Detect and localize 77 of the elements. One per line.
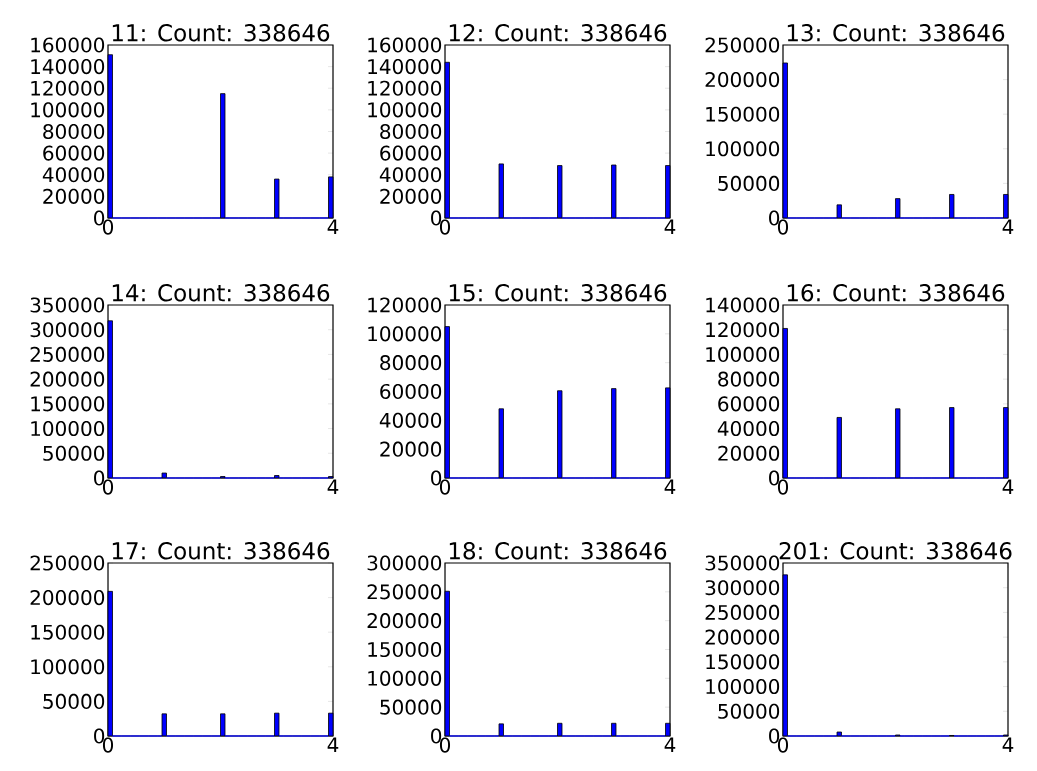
y-tick-label: 250000 <box>705 37 780 53</box>
y-tick-label: 60000 <box>43 145 105 161</box>
y-tick-label: 200000 <box>705 629 780 645</box>
y-tick-label: 100000 <box>368 670 442 686</box>
y-tick-label: 60000 <box>380 383 442 400</box>
y-tick-label: 120000 <box>368 80 442 96</box>
y-tick-label: 80000 <box>380 123 442 140</box>
y-tick-label: 200000 <box>30 371 105 387</box>
y-tick-label: 200000 <box>367 613 442 629</box>
y-tick-label: 200000 <box>30 590 105 606</box>
y-tick-label: 350000 <box>705 555 780 571</box>
y-tick-label: 350000 <box>30 297 105 313</box>
y-tick-label: 100000 <box>368 326 442 342</box>
y-tick-label: 120000 <box>706 322 780 338</box>
y-tick-label: 250000 <box>30 346 105 362</box>
y-tick-label: 40000 <box>42 167 105 183</box>
y-tick-label: 80000 <box>43 123 105 140</box>
y-tick-label: 100000 <box>31 421 105 437</box>
y-tick-label: 20000 <box>380 441 442 457</box>
y-tick-label: 20000 <box>718 445 780 461</box>
y-tick-label: 150000 <box>31 396 105 412</box>
x-tick-label: 4 <box>327 737 339 753</box>
y-tick-label: 140000 <box>368 59 442 75</box>
y-tick-label: 100000 <box>31 659 105 675</box>
y-tick-label: 150000 <box>706 106 780 122</box>
y-tick-label: 40000 <box>379 167 442 183</box>
y-tick-label: 80000 <box>718 371 780 387</box>
y-tick-label: 250000 <box>367 584 442 600</box>
y-tick-label: 150000 <box>368 641 442 658</box>
y-tick-label: 150000 <box>31 624 105 640</box>
y-tick-label: 80000 <box>380 355 442 371</box>
chart-title: 17: Count: 338646 <box>112 542 330 560</box>
x-tick-label: 4 <box>1002 219 1014 235</box>
y-tick-label: 250000 <box>705 604 780 620</box>
y-tick-label: 50000 <box>718 175 780 191</box>
y-tick-label: 60000 <box>380 145 442 161</box>
y-tick-label: 20000 <box>43 188 105 204</box>
x-tick-label: 4 <box>664 219 676 235</box>
x-tick-label: 4 <box>664 479 676 495</box>
y-tick-label: 50000 <box>43 445 105 461</box>
y-tick-label: 50000 <box>718 703 780 719</box>
chart-title: 13: Count: 338646 <box>787 24 1005 42</box>
y-tick-label: 140000 <box>706 297 780 313</box>
y-tick-label: 160000 <box>368 37 442 53</box>
chart-title: 11: Count: 338646 <box>112 24 330 42</box>
y-tick-label: 160000 <box>31 37 105 53</box>
chart-title: 16: Count: 338646 <box>787 284 1005 302</box>
y-tick-label: 100000 <box>706 679 780 695</box>
x-tick-label: 4 <box>664 737 676 753</box>
x-tick-label: 4 <box>1002 737 1014 753</box>
y-tick-label: 300000 <box>367 555 442 571</box>
x-tick-label: 4 <box>1002 479 1014 495</box>
chart-title: 14: Count: 338646 <box>112 284 330 302</box>
y-tick-label: 200000 <box>705 72 780 88</box>
y-tick-label: 120000 <box>368 297 442 313</box>
y-tick-label: 150000 <box>706 654 780 670</box>
y-tick-label: 40000 <box>717 421 780 437</box>
chart-title: 15: Count: 338646 <box>449 284 667 302</box>
y-tick-label: 100000 <box>368 102 442 118</box>
y-tick-label: 250000 <box>30 555 105 571</box>
y-tick-label: 100000 <box>706 141 780 157</box>
y-tick-label: 20000 <box>380 188 442 204</box>
y-tick-label: 100000 <box>31 102 105 118</box>
y-tick-label: 300000 <box>705 580 780 596</box>
chart-title: 12: Count: 338646 <box>449 24 667 42</box>
chart-title: 201: Count: 338646 <box>779 542 1012 560</box>
y-tick-label: 50000 <box>43 693 105 709</box>
chart-title: 18: Count: 338646 <box>449 542 667 560</box>
y-tick-label: 140000 <box>31 59 105 75</box>
y-tick-label: 60000 <box>718 396 780 412</box>
y-tick-label: 40000 <box>379 412 442 428</box>
y-tick-label: 100000 <box>706 346 780 362</box>
x-tick-label: 4 <box>327 219 339 235</box>
y-tick-label: 120000 <box>31 80 105 96</box>
y-tick-label: 300000 <box>30 322 105 338</box>
x-tick-label: 4 <box>327 479 339 495</box>
y-tick-label: 50000 <box>380 699 442 715</box>
